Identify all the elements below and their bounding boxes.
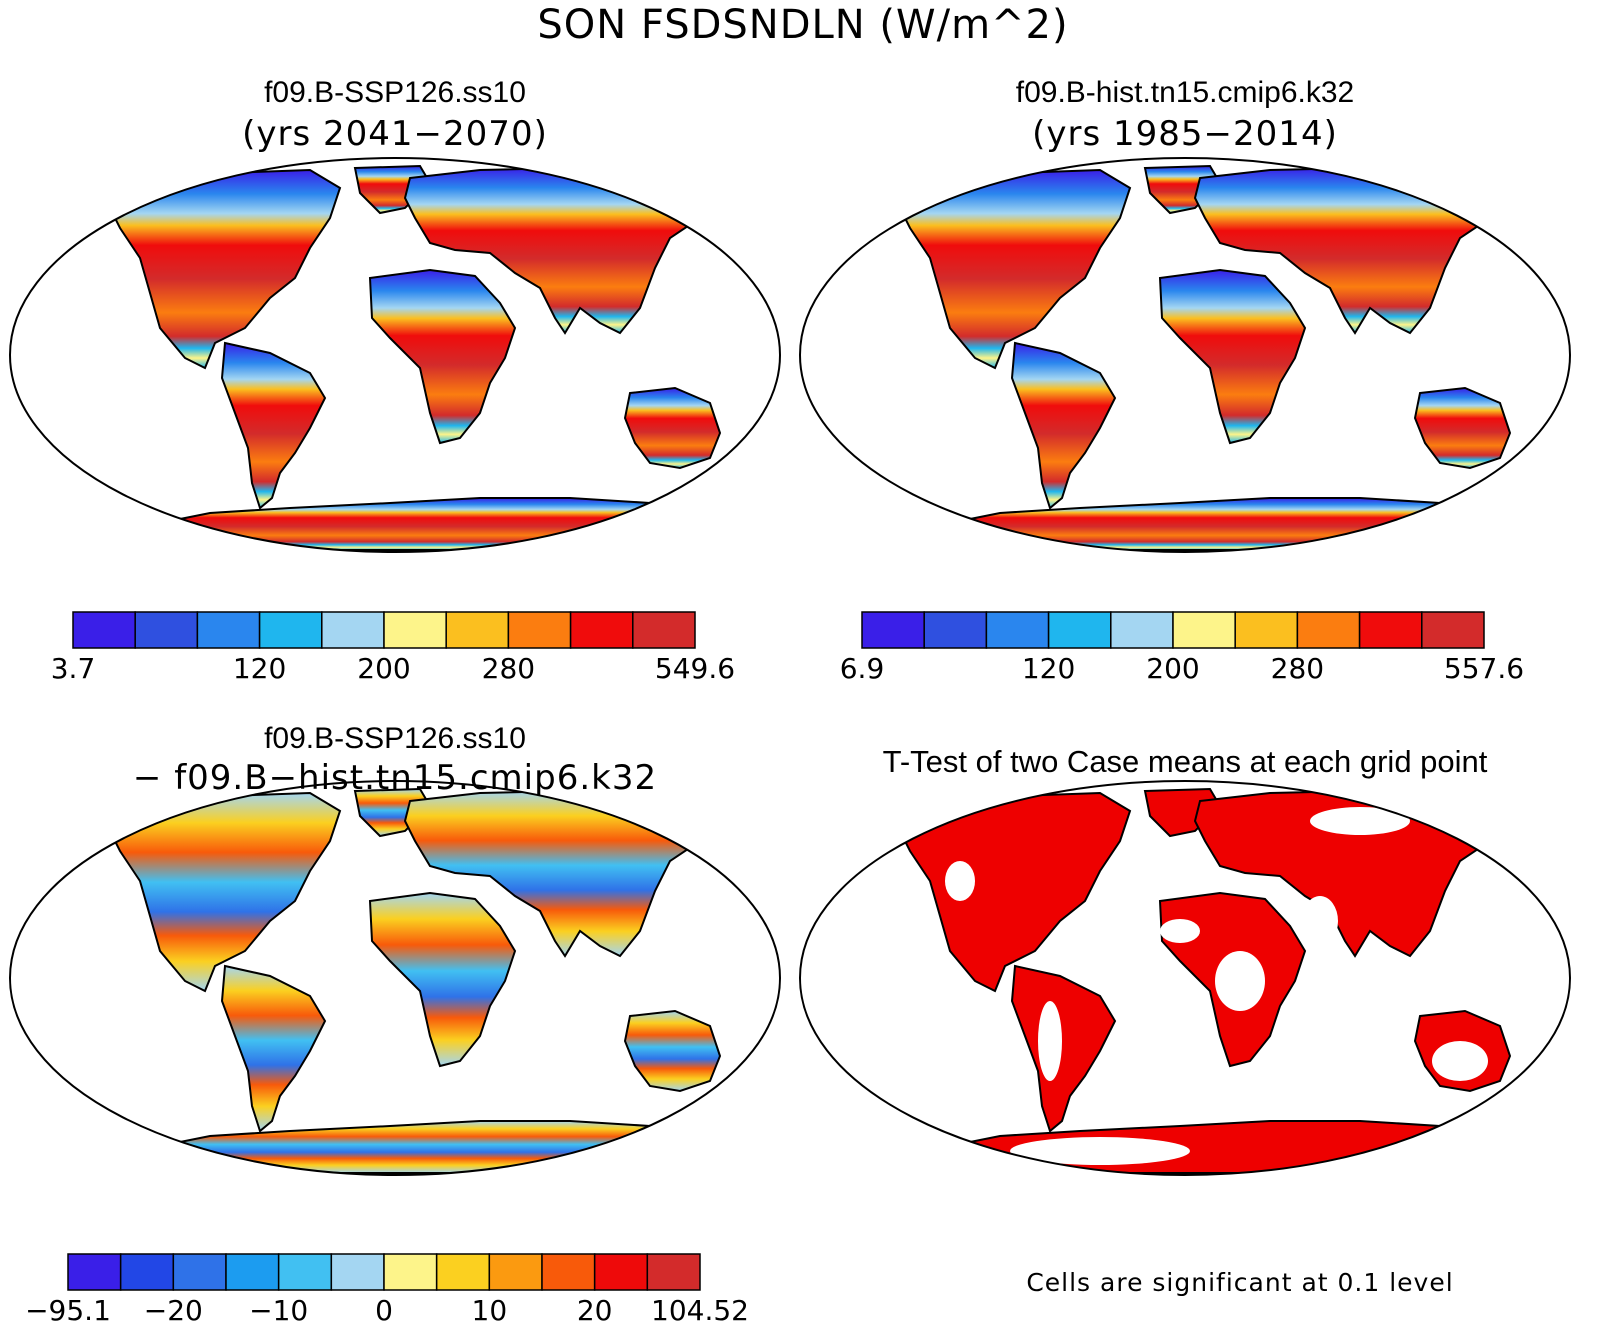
colorbar-difference-swatch — [172, 1253, 227, 1291]
colorbar-case-swatch — [258, 611, 323, 649]
colorbar-difference-tick-label: −95.1 — [25, 1294, 111, 1323]
colorbar-difference-tick-label: 20 — [577, 1294, 613, 1323]
colorbar-case-swatch — [134, 611, 199, 649]
colorbar-difference-swatch — [435, 1253, 491, 1291]
panel-difference-title: f09.B-SSP126.ss10 — [264, 722, 526, 755]
panel-control-title: f09.B-hist.tn15.cmip6.k32 — [1015, 76, 1355, 109]
colorbar-difference-swatch — [330, 1253, 385, 1291]
colorbar-difference-swatch — [119, 1253, 175, 1291]
colorbar-case-swatch — [445, 611, 510, 649]
colorbar-case-tick-label: 200 — [357, 652, 410, 685]
colorbar-control: 6.9 120 200 280 557.6 — [840, 611, 1524, 685]
panel-ttest-title: T-Test of two Case means at each grid po… — [882, 744, 1488, 779]
colorbar-difference-tick-label: 0 — [375, 1294, 393, 1323]
colorbar-case-swatch — [383, 611, 447, 649]
colorbar-difference-swatch — [277, 1253, 333, 1291]
colorbar-difference-swatch — [488, 1253, 543, 1291]
significance-note: Cells are significant at 0.1 level — [1026, 1268, 1454, 1297]
colorbar-difference-swatch — [225, 1253, 280, 1291]
colorbar-difference-swatch — [541, 1253, 596, 1291]
colorbar-control-tick-label: 200 — [1146, 652, 1199, 685]
colorbar-control-swatch — [923, 611, 988, 649]
colorbar-difference-tick-label: −20 — [144, 1294, 203, 1323]
colorbar-difference-swatch — [593, 1253, 649, 1291]
colorbar-control-swatch — [1110, 611, 1174, 649]
map-case — [9, 157, 781, 553]
colorbar-control-swatch — [1047, 611, 1112, 649]
colorbar-case-tick-label: 280 — [482, 652, 535, 685]
colorbar-control-swatch — [1172, 611, 1236, 649]
panel-case-title: f09.B-SSP126.ss10 — [264, 76, 526, 109]
colorbar-case-swatch — [321, 611, 385, 649]
panel-case-subtitle: (yrs 2041−2070) — [242, 114, 548, 154]
map-control — [799, 157, 1571, 553]
colorbar-difference-tick-label: 10 — [472, 1294, 508, 1323]
colorbar-difference: −95.1 −20 −10 0 10 20 104.52 — [25, 1253, 749, 1323]
colorbar-control-swatch — [1296, 611, 1361, 649]
colorbar-case-swatch — [632, 611, 696, 649]
colorbar-control-swatch — [1421, 611, 1485, 649]
colorbar-control-tick-label: 120 — [1022, 652, 1075, 685]
colorbar-difference-swatch — [383, 1253, 438, 1291]
colorbar-control-swatch — [1358, 611, 1423, 649]
colorbar-case-swatch — [196, 611, 261, 649]
map-ttest — [799, 780, 1571, 1176]
colorbar-case-swatch — [507, 611, 572, 649]
figure-title: SON FSDSNDLN (W/m^2) — [537, 2, 1069, 48]
colorbar-control-tick-label: 557.6 — [1444, 652, 1524, 685]
colorbar-difference-swatch — [67, 1253, 122, 1291]
colorbar-case-tick-label: 3.7 — [51, 652, 96, 685]
map-difference — [9, 780, 781, 1176]
colorbar-case-swatch — [72, 611, 136, 649]
colorbar-case-swatch — [569, 611, 634, 649]
colorbar-case-tick-label: 120 — [233, 652, 286, 685]
colorbar-control-tick-label: 6.9 — [840, 652, 885, 685]
colorbar-difference-tick-label: −10 — [249, 1294, 308, 1323]
colorbar-control-swatch — [861, 611, 925, 649]
colorbar-control-tick-label: 280 — [1271, 652, 1324, 685]
colorbar-case-tick-label: 549.6 — [655, 652, 735, 685]
panel-control-subtitle: (yrs 1985−2014) — [1032, 114, 1338, 154]
colorbar-control-swatch — [1234, 611, 1299, 649]
colorbar-case: 3.7 120 200 280 549.6 — [51, 611, 735, 685]
colorbar-difference-swatch — [646, 1253, 701, 1291]
colorbar-control-swatch — [985, 611, 1050, 649]
colorbar-difference-tick-label: 104.52 — [651, 1294, 749, 1323]
